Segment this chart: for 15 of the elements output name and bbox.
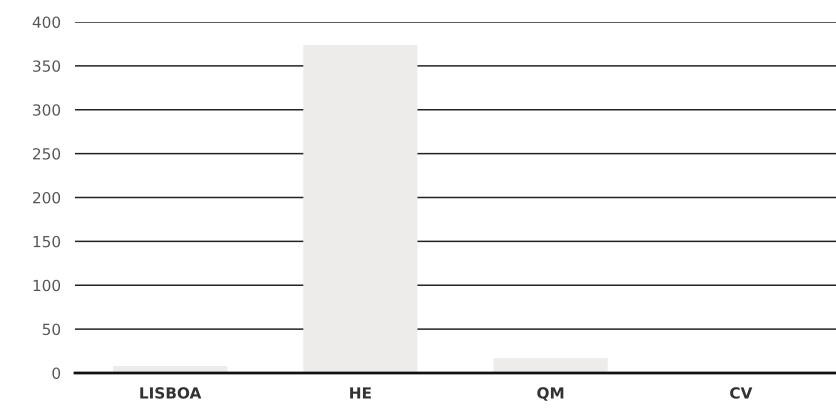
bar (303, 44, 418, 373)
y-tick-label: 100 (34, 280, 60, 292)
x-tick-label: LISBOA (140, 387, 202, 399)
y-tick-label: 200 (33, 192, 60, 204)
x-tick-label: HE (350, 387, 371, 398)
y-tick-label: 400 (32, 16, 60, 28)
y-tick-label: 150 (34, 236, 60, 248)
y-tick-label: 300 (33, 104, 60, 116)
y-tick-label: 250 (33, 148, 60, 160)
x-tick-label: QM (537, 387, 564, 401)
bar (494, 358, 608, 373)
x-tick-label: CV (730, 387, 752, 399)
y-tick-label: 350 (33, 60, 60, 72)
y-tick-label: 50 (42, 324, 60, 336)
y-tick-label: 0 (52, 367, 60, 380)
